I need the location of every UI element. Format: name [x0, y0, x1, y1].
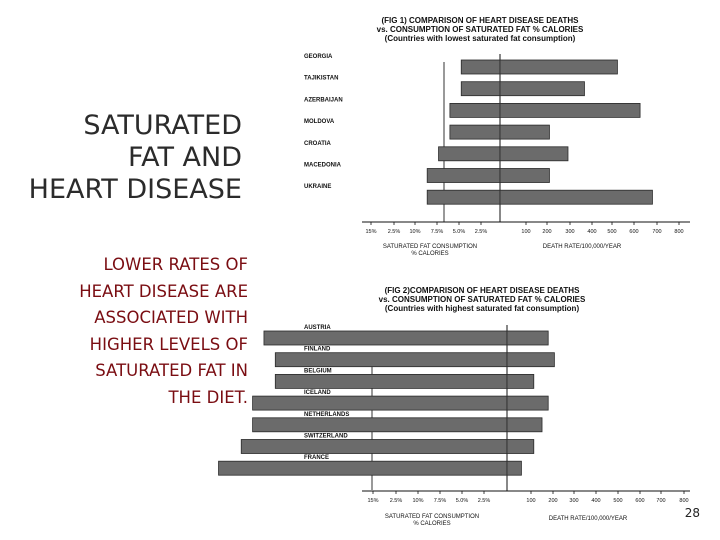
bar-death-rate	[500, 103, 640, 117]
chart-title-line: (FIG 1) COMPARISON OF HEART DISEASE DEAT…	[381, 16, 579, 25]
bar-saturated-fat	[461, 60, 500, 74]
bar-saturated-fat	[450, 125, 500, 139]
left-tick-label: 7.5%	[431, 229, 444, 235]
category-label: GEORGIA	[304, 54, 333, 60]
left-tick-label: 2.5%	[388, 229, 401, 235]
right-tick-label: 400	[591, 498, 600, 504]
right-tick-label: 800	[679, 498, 688, 504]
right-tick-label: 100	[526, 498, 535, 504]
left-tick-label: 2.5%	[390, 498, 403, 504]
right-axis-label: DEATH RATE/100,000/YEAR	[549, 516, 628, 522]
bar-saturated-fat	[461, 82, 500, 96]
right-axis-label: DEATH RATE/100,000/YEAR	[543, 244, 622, 250]
right-tick-label: 100	[521, 229, 530, 235]
chart-title-line: vs. CONSUMPTION OF SATURATED FAT % CALOR…	[377, 25, 584, 34]
chart-title-line: (FIG 2)COMPARISON OF HEART DISEASE DEATH…	[385, 286, 580, 295]
left-tick-label: 10%	[412, 498, 423, 504]
right-tick-label: 300	[565, 229, 574, 235]
bar-death-rate	[500, 169, 549, 183]
left-axis-label: % CALORIES	[413, 521, 450, 527]
chart-title-line: (Countries with highest saturated fat co…	[385, 304, 580, 313]
left-axis-label: SATURATED FAT CONSUMPTION	[383, 244, 477, 250]
left-tick-label: 5.0%	[453, 229, 466, 235]
bar-death-rate	[500, 147, 568, 161]
bar-death-rate	[500, 60, 617, 74]
category-label: NETHERLANDS	[304, 412, 349, 418]
left-tick-label: 2.5%	[475, 229, 488, 235]
right-tick-label: 500	[613, 498, 622, 504]
category-label: TAJIKISTAN	[304, 76, 338, 82]
left-tick-label: 7.5%	[434, 498, 447, 504]
bar-saturated-fat	[427, 169, 500, 183]
bar-death-rate	[507, 440, 534, 454]
bar-saturated-fat	[253, 418, 507, 432]
right-tick-label: 700	[652, 229, 661, 235]
bar-saturated-fat	[275, 353, 507, 367]
bar-death-rate	[500, 190, 652, 204]
bar-saturated-fat	[450, 103, 500, 117]
bar-saturated-fat	[253, 396, 507, 410]
category-label: AUSTRIA	[304, 325, 331, 331]
bar-saturated-fat	[439, 147, 500, 161]
bar-saturated-fat	[427, 190, 500, 204]
right-tick-label: 400	[587, 229, 596, 235]
left-tick-label: 15%	[367, 498, 378, 504]
right-tick-label: 300	[569, 498, 578, 504]
left-tick-label: 2.5%	[478, 498, 491, 504]
category-label: ICELAND	[304, 390, 331, 396]
right-tick-label: 700	[656, 498, 665, 504]
bar-death-rate	[507, 396, 548, 410]
left-axis-label: % CALORIES	[411, 251, 448, 257]
bar-saturated-fat	[219, 461, 507, 475]
category-label: UKRAINE	[304, 184, 331, 190]
right-tick-label: 200	[548, 498, 557, 504]
bar-death-rate	[507, 374, 534, 388]
left-tick-label: 10%	[409, 229, 420, 235]
right-tick-label: 600	[629, 229, 638, 235]
right-tick-label: 500	[607, 229, 616, 235]
bar-saturated-fat	[241, 440, 507, 454]
bar-death-rate	[507, 353, 554, 367]
category-label: FINLAND	[304, 347, 331, 353]
right-tick-label: 800	[674, 229, 683, 235]
left-axis-label: SATURATED FAT CONSUMPTION	[385, 514, 479, 520]
chart-title-line: vs. CONSUMPTION OF SATURATED FAT % CALOR…	[379, 295, 586, 304]
category-label: SWITZERLAND	[304, 434, 348, 440]
left-tick-label: 5.0%	[456, 498, 469, 504]
bar-death-rate	[500, 125, 549, 139]
bar-death-rate	[507, 331, 548, 345]
category-label: MOLDOVA	[304, 119, 335, 125]
right-tick-label: 200	[542, 229, 551, 235]
category-label: CROATIA	[304, 141, 332, 147]
category-label: AZERBAIJAN	[304, 97, 343, 103]
right-tick-label: 600	[635, 498, 644, 504]
left-tick-label: 15%	[365, 229, 376, 235]
bar-death-rate	[507, 418, 542, 432]
category-label: FRANCE	[304, 455, 329, 461]
category-label: MACEDONIA	[304, 163, 342, 169]
bar-death-rate	[500, 82, 584, 96]
bar-saturated-fat	[264, 331, 507, 345]
bar-death-rate	[507, 461, 521, 475]
bar-saturated-fat	[275, 374, 507, 388]
category-label: BELGIUM	[304, 368, 332, 374]
chart-title-line: (Countries with lowest saturated fat con…	[385, 34, 576, 43]
